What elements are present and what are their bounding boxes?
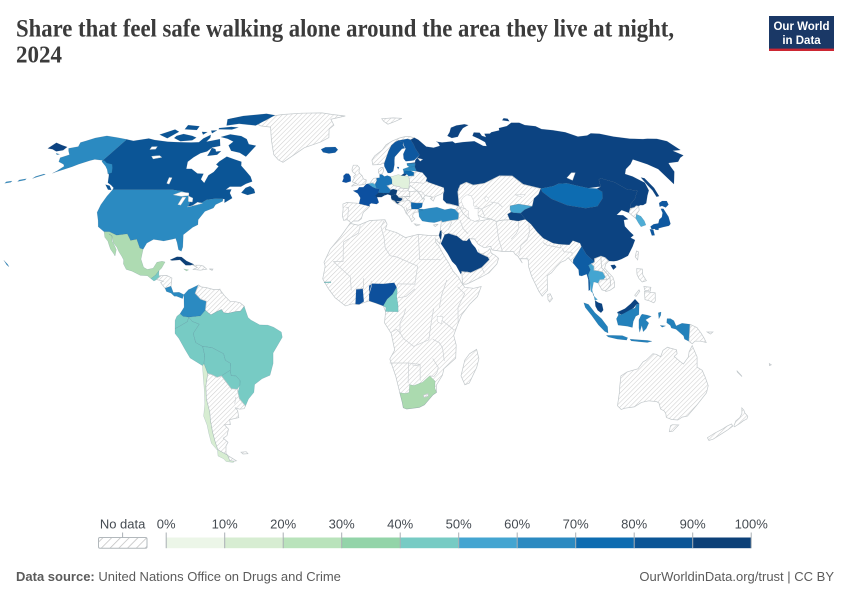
svg-text:2024: 2024	[16, 43, 62, 69]
svg-text:80%: 80%	[621, 517, 647, 532]
svg-text:Data source: United Nations Of: Data source: United Nations Office on Dr…	[16, 569, 341, 584]
svg-text:100%: 100%	[735, 517, 769, 532]
svg-text:No data: No data	[100, 517, 146, 532]
svg-text:10%: 10%	[212, 517, 238, 532]
svg-text:40%: 40%	[387, 517, 413, 532]
svg-text:Share that feel safe walking a: Share that feel safe walking alone aroun…	[16, 16, 674, 43]
svg-text:20%: 20%	[270, 517, 296, 532]
svg-text:60%: 60%	[504, 517, 530, 532]
svg-text:Our World: Our World	[773, 21, 829, 33]
svg-text:in Data: in Data	[782, 35, 821, 47]
svg-text:30%: 30%	[329, 517, 355, 532]
svg-text:50%: 50%	[446, 517, 472, 532]
svg-text:90%: 90%	[680, 517, 706, 532]
svg-text:70%: 70%	[563, 517, 589, 532]
svg-text:OurWorldinData.org/trust | CC: OurWorldinData.org/trust | CC BY	[639, 569, 834, 584]
svg-text:0%: 0%	[157, 517, 176, 532]
